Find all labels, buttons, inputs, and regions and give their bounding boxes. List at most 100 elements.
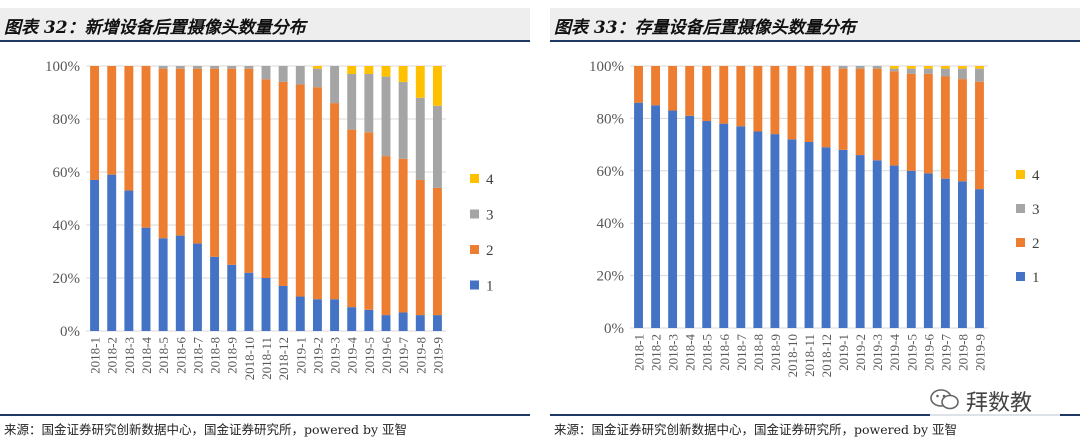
x-tick-label: 2019-4	[345, 337, 360, 374]
bar-segment-series-4	[906, 66, 916, 69]
bar-segment-series-1	[736, 126, 746, 328]
x-tick-label: 2018-3	[122, 337, 137, 374]
wechat-icon	[930, 389, 959, 410]
y-tick-label: 20%	[53, 271, 81, 287]
bar-segment-series-1	[261, 278, 271, 331]
bar-segment-series-3	[906, 68, 916, 74]
bar-segment-series-2	[872, 68, 882, 161]
bar-segment-series-1	[957, 181, 967, 328]
bar-segment-series-3	[940, 68, 950, 77]
bar-segment-series-2	[107, 66, 117, 175]
y-tick-label: 80%	[53, 112, 81, 128]
bar-segment-series-2	[685, 66, 695, 116]
bar-segment-series-2	[278, 81, 288, 286]
bar-segment-series-2	[651, 66, 661, 106]
legend-label: 4	[1032, 168, 1040, 184]
bar-segment-series-2	[804, 66, 814, 142]
chart-title-bar: 图表 33：存量设备后置摄像头数量分布	[550, 8, 1080, 42]
bar-segment-series-2	[923, 73, 933, 174]
x-tick-label: 2018-7	[190, 337, 205, 374]
bar-segment-series-2	[415, 179, 425, 316]
chart-33-plot: 100%80%60%40%20%0%2018-1 2018-2 2018-3 2018…	[589, 59, 1040, 377]
x-tick-label: 2019-8	[413, 337, 428, 374]
source-bar: 来源：国金证券研究创新数据中心，国金证券研究所，powered by 亚智	[0, 414, 530, 440]
bar-segment-series-2	[381, 156, 391, 316]
bar-segment-series-3	[192, 66, 202, 69]
bar-segment-series-3	[175, 66, 185, 69]
bar-segment-series-3	[227, 66, 237, 69]
x-tick-label: 2019-5	[904, 334, 919, 371]
bar-segment-series-2	[432, 187, 442, 316]
bar-segment-series-3	[975, 68, 984, 82]
bar-segment-series-2	[141, 66, 151, 228]
bar-segment-series-2	[957, 79, 967, 182]
x-tick-label: 2019-3	[328, 337, 343, 374]
bar-segment-series-1	[872, 160, 882, 328]
x-tick-label: 2018-2	[649, 334, 664, 371]
bar-segment-series-1	[719, 123, 729, 328]
y-tick-label: 80%	[597, 111, 625, 127]
legend-swatch	[470, 245, 479, 254]
bar-segment-series-2	[175, 68, 185, 236]
x-tick-label: 2018-6	[717, 334, 732, 371]
legend-label: 3	[486, 208, 494, 224]
bar-segment-series-3	[381, 76, 391, 157]
bar-segment-series-1	[141, 227, 151, 331]
y-tick-label: 0%	[60, 324, 80, 340]
bar-segment-series-1	[855, 155, 865, 328]
x-tick-label: 2018-11	[259, 337, 274, 380]
legend-label: 1	[486, 279, 494, 295]
bar-segment-series-3	[364, 73, 374, 133]
legend-swatch	[470, 174, 479, 183]
bar-segment-series-2	[192, 68, 202, 244]
bar-segment-series-1	[975, 189, 984, 328]
bar-segment-series-4	[364, 66, 374, 74]
bar-segment-series-2	[668, 66, 678, 111]
bar-segment-series-2	[736, 66, 746, 127]
watermark-text: 拜数教	[966, 391, 1033, 416]
x-tick-label: 2019-7	[396, 337, 411, 374]
bar-segment-series-4	[889, 66, 899, 69]
bar-segment-series-2	[787, 66, 797, 140]
bar-segment-series-1	[702, 121, 712, 329]
bar-segment-series-2	[889, 71, 899, 166]
bar-segment-series-3	[432, 105, 442, 188]
legend-swatch	[1016, 170, 1025, 179]
x-tick-label: 2018-7	[734, 334, 749, 371]
y-tick-label: 100%	[45, 59, 80, 75]
bar-segment-series-1	[347, 307, 357, 331]
x-tick-label: 2018-5	[156, 337, 171, 374]
x-tick-label: 2018-2	[105, 337, 120, 374]
bar-segment-series-1	[192, 243, 202, 331]
bar-segment-series-2	[855, 68, 865, 156]
bar-segment-series-1	[381, 315, 391, 331]
bar-segment-series-1	[923, 173, 933, 328]
bar-segment-series-2	[940, 76, 950, 179]
source-note: 来源：国金证券研究创新数据中心，国金证券研究所，powered by 亚智	[4, 422, 408, 437]
bar-segment-series-1	[295, 296, 305, 331]
watermark: 拜数教	[930, 383, 1060, 417]
bar-segment-series-1	[787, 139, 797, 328]
chart-panel-32: 图表 32：新增设备后置摄像头数量分布 100% 80% 60% 40% 20% 0% 20…	[0, 0, 530, 448]
x-tick-label: 2018-4	[139, 337, 154, 374]
bar-segment-series-2	[295, 84, 305, 297]
bar-segment-series-1	[227, 264, 237, 331]
bar-segment-series-4	[347, 66, 357, 74]
bar-segment-series-3	[210, 66, 220, 69]
x-tick-label: 2019-1	[836, 334, 851, 371]
bar-segment-series-1	[330, 299, 340, 331]
bar-segment-series-3	[158, 66, 168, 69]
bar-segment-series-4	[415, 66, 425, 98]
bar-segment-series-1	[651, 105, 661, 328]
chart-panel-33: 图表 33：存量设备后置摄像头数量分布 100% 80% 60% 40% 20% 0% 20…	[550, 0, 1080, 448]
bar-segment-series-3	[278, 66, 288, 82]
legend-swatch	[1016, 272, 1025, 281]
bar-segment-series-3	[872, 66, 882, 69]
chart-title: 图表 32：新增设备后置摄像头数量分布	[4, 18, 306, 38]
bar-segment-series-2	[398, 158, 408, 313]
legend-swatch	[1016, 204, 1025, 213]
bar-segment-series-3	[415, 97, 425, 180]
bar-segment-series-4	[312, 66, 322, 69]
bar-segment-series-1	[838, 149, 848, 328]
bar-segment-series-3	[957, 68, 967, 80]
